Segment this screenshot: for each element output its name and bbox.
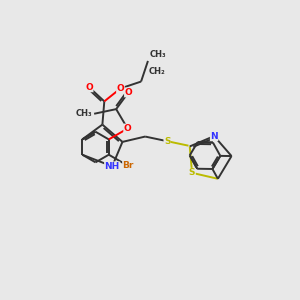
Text: O: O (124, 124, 131, 133)
Text: CH₂: CH₂ (149, 67, 166, 76)
Text: O: O (124, 88, 132, 97)
Text: CH₃: CH₃ (75, 109, 92, 118)
Text: Br: Br (123, 161, 134, 170)
Text: N: N (210, 132, 218, 141)
Text: CH₃: CH₃ (149, 50, 166, 59)
Text: O: O (117, 84, 124, 93)
Text: S: S (189, 168, 195, 177)
Text: S: S (164, 137, 170, 146)
Text: O: O (85, 83, 93, 92)
Text: NH: NH (105, 162, 120, 171)
